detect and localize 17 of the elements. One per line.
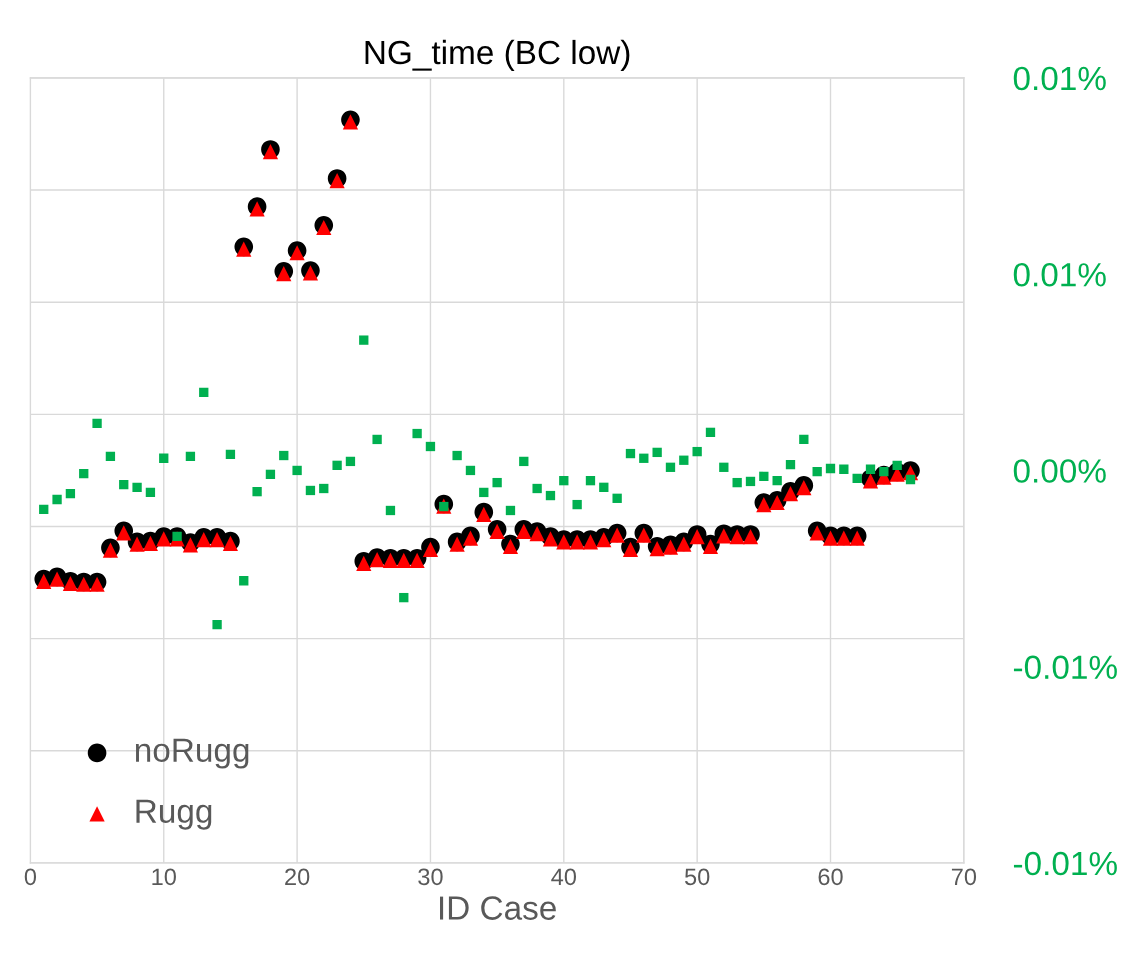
legend-label: noRugg <box>135 738 249 769</box>
x-tick-label: 70 <box>951 868 977 886</box>
x-tick-label: 20 <box>285 868 310 886</box>
x-axis-title: ID Case <box>440 896 556 920</box>
x-tick-label: 50 <box>684 868 710 886</box>
y2-tick-label: 0.01% <box>1013 66 1106 91</box>
x-tick-label: 40 <box>551 868 577 886</box>
x-tick-label: 60 <box>818 868 843 886</box>
x-tick-label: 10 <box>152 868 176 886</box>
chart-title: NG_time (BC low) <box>365 39 630 71</box>
x-tick-label: 30 <box>418 868 443 886</box>
y2-tick-label: -0.01% <box>1013 655 1117 680</box>
legend-label: Rugg <box>136 799 212 830</box>
y2-tick-label: -0.01% <box>1013 851 1117 876</box>
y2-tick-label: 0.01% <box>1013 262 1106 287</box>
y2-tick-label: 0.00% <box>1013 459 1106 483</box>
x-tick-label: 0 <box>24 868 37 886</box>
